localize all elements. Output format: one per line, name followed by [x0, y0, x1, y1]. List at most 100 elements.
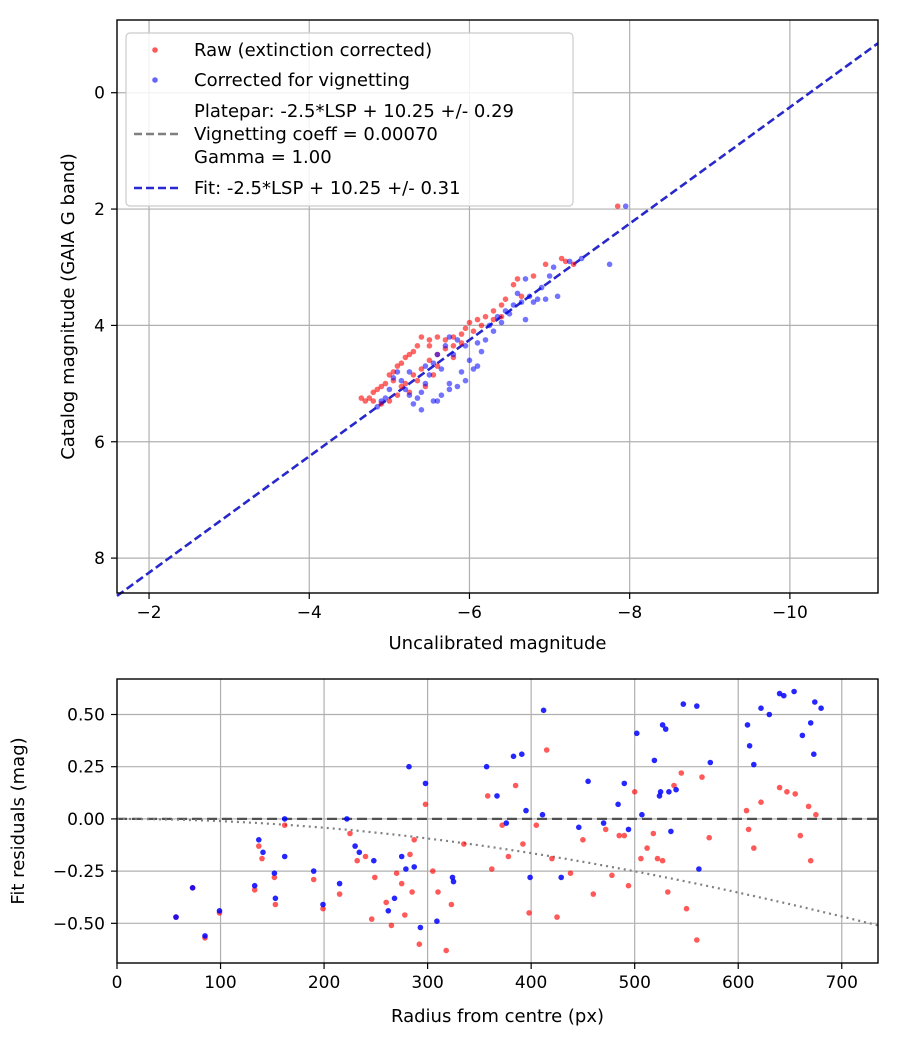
raw-point [671, 782, 677, 789]
corrected-point [502, 308, 509, 314]
corrected-point [394, 369, 401, 375]
raw-point [418, 366, 425, 372]
raw-point [434, 363, 441, 369]
bottom-y-tick-label: −0.50 [53, 914, 105, 934]
raw-point [625, 882, 632, 889]
raw-point [422, 801, 429, 808]
raw-point [435, 889, 441, 895]
corrected-point [398, 377, 405, 384]
raw-point [520, 841, 526, 847]
corrected-point [606, 261, 613, 268]
corrected-point [260, 849, 266, 856]
corrected-point [483, 763, 490, 770]
raw-point [394, 363, 401, 369]
corrected-point [189, 885, 196, 891]
corrected-point [374, 404, 381, 410]
corrected-point [272, 895, 279, 902]
raw-point [426, 357, 433, 364]
raw-point [347, 830, 353, 837]
corrected-point [639, 811, 645, 818]
raw-point [448, 901, 455, 908]
raw-point [526, 910, 532, 916]
corrected-point [506, 311, 513, 317]
corrected-point [522, 316, 529, 323]
raw-point [370, 389, 377, 396]
corrected-point [173, 914, 179, 920]
corrected-point [438, 366, 445, 372]
raw-point [699, 774, 705, 780]
raw-point [386, 398, 393, 404]
raw-point [470, 328, 477, 335]
raw-point [271, 874, 278, 881]
raw-point [402, 380, 409, 387]
corrected-point [352, 843, 358, 849]
raw-point [426, 343, 433, 349]
corrected-point [600, 820, 607, 826]
bottom-y-ticks: 0.50 0.25 0.00 −0.25 −0.50 [53, 706, 117, 934]
bottom-x-tick-label: 200 [308, 973, 340, 993]
corrected-point [498, 319, 505, 326]
corrected-point [776, 690, 783, 697]
raw-point [590, 891, 597, 897]
raw-point [409, 889, 415, 895]
raw-point [370, 398, 377, 404]
corrected-point [662, 726, 669, 732]
raw-point [406, 351, 413, 358]
raw-point [558, 255, 565, 262]
top-fit-lines [116, 42, 879, 597]
corrected-point [751, 761, 757, 768]
corrected-point [538, 284, 545, 291]
raw-point [398, 360, 405, 367]
raw-point [482, 313, 489, 320]
raw-point [450, 343, 457, 349]
raw-point [426, 337, 433, 343]
corrected-point [746, 743, 753, 749]
bottom-y-tick-label: −0.25 [53, 862, 105, 882]
bottom-y-axis-label: Fit residuals (mag) [8, 737, 29, 904]
corrected-point [406, 763, 412, 770]
corrected-point [449, 874, 456, 881]
raw-point [374, 386, 381, 393]
corrected-point [450, 878, 457, 885]
raw-point [533, 822, 540, 828]
raw-point [410, 348, 417, 355]
vignetting-model-curve [117, 817, 879, 927]
raw-point [570, 261, 577, 268]
raw-point [354, 857, 361, 864]
corrected-point [411, 864, 418, 870]
corrected-point [202, 933, 208, 939]
corrected-point [546, 273, 553, 279]
raw-point [430, 868, 436, 874]
corrected-point [673, 786, 679, 793]
raw-point [490, 316, 497, 323]
bottom-reference-lines [117, 817, 879, 927]
raw-point [383, 899, 390, 906]
raw-point [362, 853, 369, 860]
corrected-point [466, 357, 473, 364]
top-x-tick-label: −4 [297, 603, 322, 623]
corrected-point [694, 703, 700, 709]
corrected-point [462, 343, 469, 349]
corrected-point [668, 828, 674, 835]
corrected-point [478, 348, 485, 355]
top-x-tick-label: −6 [457, 603, 482, 623]
corrected-point [518, 299, 525, 305]
corrected-point [434, 351, 441, 358]
corrected-point [385, 908, 392, 914]
raw-point [549, 855, 555, 862]
top-y-tick-label: 8 [94, 549, 105, 569]
corrected-point [446, 380, 453, 387]
corrected-point [494, 313, 501, 320]
raw-point [602, 826, 609, 833]
corrected-point [519, 751, 525, 757]
corrected-point [458, 369, 465, 375]
corrected-point [744, 722, 751, 728]
bottom-x-tick-label: 300 [411, 973, 443, 993]
raw-point [543, 747, 550, 753]
corrected-point [446, 386, 453, 393]
raw-point [567, 870, 574, 876]
corrected-point [406, 369, 413, 375]
top-y-tick-label: 4 [94, 316, 105, 336]
raw-point [614, 203, 621, 209]
corrected-point [494, 793, 500, 799]
